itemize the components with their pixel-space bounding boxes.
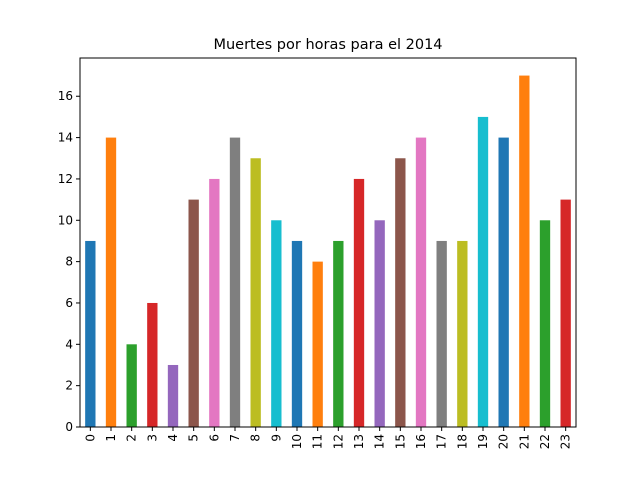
bars-group xyxy=(85,75,571,428)
x-tick-label: 9 xyxy=(269,434,283,442)
x-tick-label: 18 xyxy=(455,434,469,449)
y-tick-label: 16 xyxy=(58,89,73,103)
x-tick-label: 3 xyxy=(145,434,159,442)
bar-3 xyxy=(147,302,158,427)
x-tick-label: 1 xyxy=(104,434,118,442)
x-tick-label: 12 xyxy=(331,434,345,449)
x-tick-label: 14 xyxy=(373,434,387,449)
x-tick-label: 8 xyxy=(249,434,263,442)
bar-0 xyxy=(85,240,96,427)
bar-17 xyxy=(436,240,447,427)
plot-frame xyxy=(79,57,577,428)
bar-23 xyxy=(560,199,571,427)
y-tick-label: 14 xyxy=(58,131,73,145)
bar-9 xyxy=(271,220,282,427)
y-axis: 0 2 4 6 8 10 12 14 16 xyxy=(58,89,80,434)
bar-18 xyxy=(457,240,468,427)
bar-14 xyxy=(374,220,385,427)
x-tick-label: 10 xyxy=(290,434,304,449)
bar-22 xyxy=(539,220,551,427)
x-tick-label: 13 xyxy=(352,434,366,449)
bar-6 xyxy=(209,178,220,427)
bar-8 xyxy=(250,158,261,427)
bar-4 xyxy=(167,364,179,427)
bar-19 xyxy=(477,116,489,428)
x-tick-label: 4 xyxy=(166,434,180,442)
bar-21 xyxy=(519,75,530,428)
y-tick-label: 4 xyxy=(65,337,73,351)
x-tick-label: 16 xyxy=(414,434,428,449)
bar-15 xyxy=(395,158,406,427)
bar-10 xyxy=(291,240,303,427)
bar-12 xyxy=(333,240,344,427)
x-tick-label: 19 xyxy=(476,434,490,449)
bar-7 xyxy=(229,137,241,427)
x-tick-label: 17 xyxy=(435,434,449,449)
x-tick-label: 22 xyxy=(538,434,552,449)
y-tick-label: 0 xyxy=(65,420,73,434)
x-tick-label: 20 xyxy=(497,434,511,449)
bar-16 xyxy=(415,137,427,427)
x-tick-label: 7 xyxy=(228,434,242,442)
bar-20 xyxy=(498,137,509,427)
y-tick-label: 10 xyxy=(58,213,73,227)
y-tick-label: 2 xyxy=(65,379,73,393)
x-tick-label: 2 xyxy=(125,434,139,442)
x-tick-label: 6 xyxy=(207,434,221,442)
y-tick-label: 6 xyxy=(65,296,73,310)
chart-title: Muertes por horas para el 2014 xyxy=(213,37,442,53)
bar-2 xyxy=(126,344,137,427)
x-tick-label: 23 xyxy=(559,434,573,449)
y-tick-label: 12 xyxy=(58,172,73,186)
bar-11 xyxy=(312,261,323,427)
bar-5 xyxy=(188,199,199,427)
x-tick-label: 5 xyxy=(187,434,201,442)
x-axis: 0 1 2 3 4 5 6 7 8 9 10 11 12 13 14 15 16 17 18 19 20 21 22 23 xyxy=(83,427,573,449)
y-tick-label: 8 xyxy=(65,255,73,269)
bar-13 xyxy=(353,178,365,427)
x-tick-label: 21 xyxy=(517,434,531,449)
x-tick-label: 15 xyxy=(393,434,407,449)
bar-1 xyxy=(105,137,117,427)
x-tick-label: 0 xyxy=(83,434,97,442)
x-tick-label: 11 xyxy=(311,434,325,449)
